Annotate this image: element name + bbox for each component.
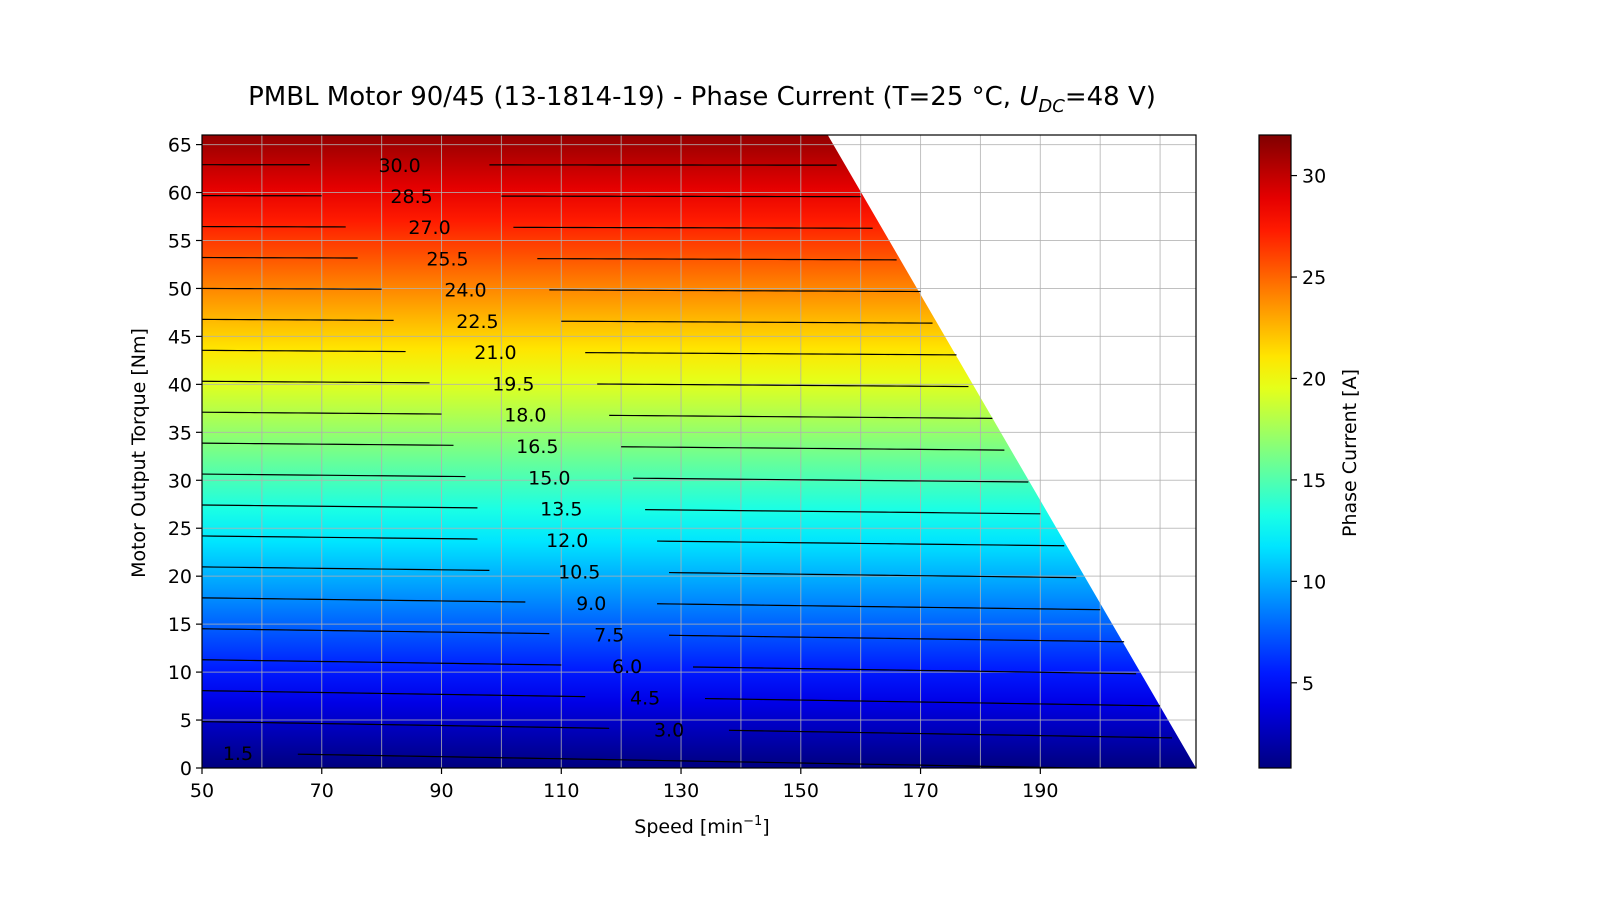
contour-label: 27.0 bbox=[408, 217, 450, 239]
colorbar-tick-label: 30 bbox=[1302, 166, 1326, 188]
contour-label: 16.5 bbox=[516, 436, 558, 458]
contour-label: 18.0 bbox=[504, 405, 546, 427]
contour-label: 15.0 bbox=[528, 467, 570, 489]
y-axis-ticks: 0 5 10 15 20 25 30 35 40 45 50 55 60 65 bbox=[168, 135, 202, 780]
y-tick-label: 45 bbox=[168, 326, 192, 348]
y-tick-label: 10 bbox=[168, 662, 192, 684]
y-tick-label: 50 bbox=[168, 278, 192, 300]
contour-line bbox=[202, 288, 382, 289]
y-tick-label: 20 bbox=[168, 566, 192, 588]
operating-region-fill bbox=[202, 135, 1196, 768]
x-tick-label: 170 bbox=[902, 780, 938, 802]
colorbar-tick-label: 10 bbox=[1302, 571, 1326, 593]
colorbar-tick-label: 25 bbox=[1302, 267, 1326, 289]
y-tick-label: 0 bbox=[180, 758, 192, 780]
y-tick-label: 60 bbox=[168, 183, 192, 205]
contour-label: 6.0 bbox=[612, 656, 642, 678]
plot-area: 1.5 3.0 4.5 6.0 7.5 9.0 10.5 12.0 13.5 15.0 16.5 18… bbox=[202, 135, 1196, 770]
contour-label: 28.5 bbox=[390, 186, 432, 208]
colorbar-label: Phase Current [A] bbox=[1339, 369, 1361, 537]
contour-line bbox=[501, 196, 860, 197]
contour-label: 7.5 bbox=[594, 624, 624, 646]
x-tick-label: 190 bbox=[1022, 780, 1058, 802]
x-axis-ticks: 50 70 90 110 130 150 170 190 bbox=[190, 768, 1059, 802]
colorbar: 5 10 15 20 25 30 bbox=[1259, 135, 1326, 768]
contour-label: 25.5 bbox=[426, 248, 468, 270]
contour-label: 22.5 bbox=[456, 311, 498, 333]
chart-title: PMBL Motor 90/45 (13-1814-19) - Phase Cu… bbox=[248, 82, 1156, 117]
y-axis-label: Motor Output Torque [Nm] bbox=[128, 328, 150, 578]
colorbar-scale bbox=[1259, 135, 1291, 768]
contour-label: 13.5 bbox=[540, 499, 582, 521]
contour-label: 1.5 bbox=[223, 743, 253, 765]
colorbar-tick-label: 20 bbox=[1302, 368, 1326, 390]
contour-label: 4.5 bbox=[630, 688, 660, 710]
y-tick-label: 15 bbox=[168, 614, 192, 636]
colorbar-tick-label: 5 bbox=[1302, 673, 1314, 695]
y-tick-label: 55 bbox=[168, 231, 192, 253]
y-tick-label: 25 bbox=[168, 518, 192, 540]
x-axis-label: Speed [min−1] bbox=[634, 814, 769, 838]
y-tick-label: 35 bbox=[168, 422, 192, 444]
contour-line bbox=[202, 258, 358, 259]
x-tick-label: 90 bbox=[429, 780, 453, 802]
x-tick-label: 130 bbox=[663, 780, 699, 802]
contour-label: 9.0 bbox=[576, 593, 606, 615]
contour-label: 30.0 bbox=[378, 155, 420, 177]
x-tick-label: 110 bbox=[543, 780, 579, 802]
colorbar-tick-label: 15 bbox=[1302, 470, 1326, 492]
contour-label: 24.0 bbox=[444, 280, 486, 302]
contour-label: 19.5 bbox=[492, 373, 534, 395]
y-tick-label: 65 bbox=[168, 135, 192, 157]
contour-label: 3.0 bbox=[654, 719, 684, 741]
contour-label: 12.0 bbox=[546, 530, 588, 552]
y-tick-label: 40 bbox=[168, 374, 192, 396]
contour-label: 21.0 bbox=[474, 342, 516, 364]
y-tick-label: 30 bbox=[168, 470, 192, 492]
y-tick-label: 5 bbox=[180, 710, 192, 732]
x-tick-label: 50 bbox=[190, 780, 214, 802]
contour-label: 10.5 bbox=[558, 561, 600, 583]
x-tick-label: 70 bbox=[310, 780, 334, 802]
x-tick-label: 150 bbox=[783, 780, 819, 802]
